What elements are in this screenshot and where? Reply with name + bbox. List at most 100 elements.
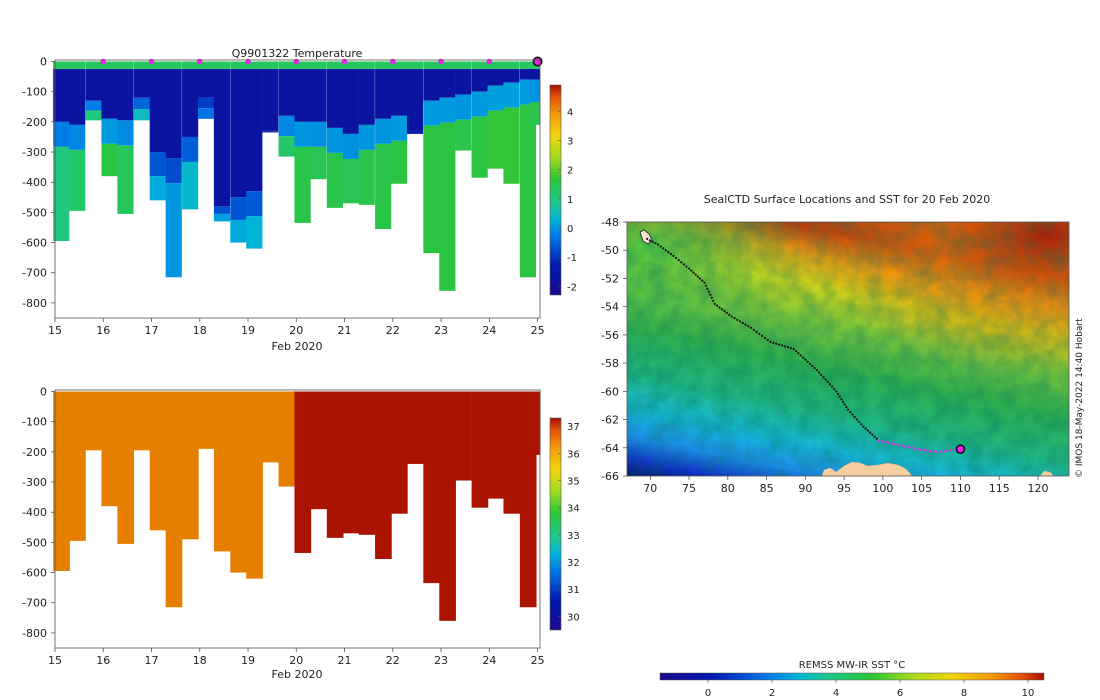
track-point [873, 435, 876, 438]
temperature-cell [213, 206, 231, 214]
temperature-axes-frame [54, 59, 541, 319]
x-tick-label: 100 [872, 482, 893, 495]
track-point [860, 423, 863, 426]
profile-marker [390, 58, 396, 65]
temperature-profile [230, 61, 247, 243]
y-tick-label: -500 [22, 206, 47, 219]
temperature-cell [278, 115, 295, 137]
salinity-axes-frame [54, 389, 541, 649]
temperature-cell [230, 69, 247, 198]
temperature-cell [246, 191, 263, 217]
temperature-profile [326, 61, 343, 208]
x-tick-label: 22 [386, 324, 400, 337]
latest-profile-marker [532, 56, 543, 67]
track-point [818, 371, 821, 374]
y-tick-label: -66 [601, 470, 619, 483]
temperature-cell [487, 85, 504, 111]
salinity-profile [342, 391, 360, 534]
temperature-profile [69, 61, 86, 211]
x-tick-label: 21 [338, 654, 352, 667]
track-point [843, 403, 846, 406]
track-point [862, 425, 865, 428]
temperature-cell [391, 69, 408, 116]
temperature-cell [310, 69, 327, 122]
track-point [815, 369, 819, 372]
temperature-cell [471, 116, 488, 178]
track-point [830, 385, 834, 388]
map-x-axis: 70 75 80 85 90 95 100 105 110 115 120 [643, 476, 1048, 495]
track-point [786, 346, 790, 349]
sst-colorbar-tick-label: 4 [833, 688, 839, 699]
temperature-colorbar-ticks: -2 -1 0 1 2 3 4 [558, 107, 577, 293]
temperature-cell [342, 61, 359, 70]
temperature-cell [471, 61, 488, 70]
temperature-profile [101, 61, 118, 177]
temperature-profile [391, 61, 408, 184]
track-point [884, 441, 887, 444]
track-point [744, 323, 747, 326]
track-point [766, 338, 769, 342]
track-point [864, 427, 867, 430]
track-point [913, 447, 916, 450]
track-point [672, 254, 675, 257]
salinity-profile [213, 391, 231, 552]
y-tick-label: -700 [22, 267, 47, 280]
sst-colorbar-label: REMSS MW-IR SST °C [799, 660, 906, 671]
y-tick-label: -300 [22, 476, 47, 489]
temperature-profile [133, 61, 150, 121]
temperature-cell [455, 69, 472, 95]
temperature-cell [85, 61, 102, 70]
x-tick-label: 105 [911, 482, 932, 495]
salinity-profile [262, 391, 279, 463]
temperature-cell [149, 176, 166, 201]
temperature-cell [326, 69, 343, 128]
salinity-profile [182, 391, 199, 540]
temperature-cell [117, 145, 134, 214]
track-point [855, 418, 858, 421]
track-point [799, 354, 802, 357]
x-tick-label: 75 [682, 482, 696, 495]
y-tick-label: -300 [22, 146, 47, 159]
temperature-profile [278, 61, 295, 157]
temperature-cell [262, 131, 279, 133]
track-point [841, 400, 845, 403]
temperature-profile [246, 61, 263, 249]
track-point [942, 450, 945, 453]
temperature-cell [53, 146, 70, 242]
salinity-profile [375, 391, 392, 559]
x-tick-label: 19 [241, 654, 255, 667]
temperature-cell [101, 69, 118, 119]
sst-field [627, 222, 1069, 476]
temperature-cell [310, 121, 327, 147]
x-tick-label: 70 [643, 482, 657, 495]
profile-marker [245, 58, 251, 65]
colorbar-tick-label: -1 [567, 253, 577, 264]
map-title: SealCTD Surface Locations and SST for 20… [704, 193, 991, 206]
temperature-cell [326, 61, 343, 70]
track-point [749, 326, 753, 329]
temperature-title: Q9901322 Temperature [232, 47, 363, 60]
colorbar-tick-label: 37 [567, 422, 580, 433]
temperature-cell [85, 100, 102, 111]
salinity-profile [246, 391, 263, 579]
y-tick-label: -52 [601, 272, 619, 285]
temperature-cell [165, 61, 182, 70]
colorbar-tick-label: 2 [567, 166, 573, 177]
x-tick-label: 16 [96, 654, 110, 667]
map-axes-frame [626, 221, 1070, 477]
profile-marker [196, 58, 203, 65]
temperature-cell [165, 183, 182, 278]
track-point [710, 296, 713, 299]
track-point [675, 256, 678, 260]
sst-colorbar-tick-label: 6 [897, 688, 903, 699]
x-tick-label: 24 [482, 324, 496, 337]
track-point [669, 252, 673, 256]
temperature-cell [197, 61, 215, 70]
x-tick-label: 110 [950, 482, 971, 495]
temperature-profile [182, 61, 199, 210]
track-point [685, 265, 688, 268]
antarctic-coast-east [1040, 471, 1054, 476]
y-tick-label: -500 [22, 536, 47, 549]
temperature-colorbar [549, 84, 562, 296]
track-point [877, 439, 881, 442]
